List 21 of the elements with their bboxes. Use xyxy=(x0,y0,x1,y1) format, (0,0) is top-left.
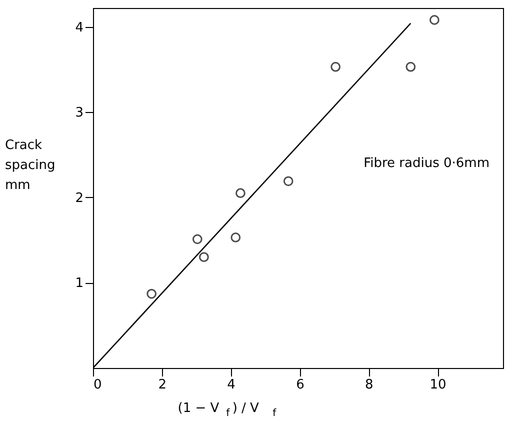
point xyxy=(146,288,157,299)
point xyxy=(230,232,241,242)
y-tick-label: 1 xyxy=(75,276,84,292)
x-tick-label: 0 xyxy=(94,378,102,392)
y-tick-label: 3 xyxy=(75,106,84,121)
x-tick-label: 2 xyxy=(158,378,167,392)
point xyxy=(199,252,209,262)
point xyxy=(236,188,246,198)
x-tick-label: 4 xyxy=(227,378,236,392)
point xyxy=(406,62,416,72)
point xyxy=(283,176,294,186)
x-tick-label: 10 xyxy=(430,378,446,392)
point xyxy=(192,234,202,244)
x-tick-label: 6 xyxy=(296,378,304,392)
y-axis-title: Crack spacing mm xyxy=(5,138,56,193)
x-tick-label: 8 xyxy=(364,378,374,392)
point xyxy=(430,15,440,25)
y-tick-label: 4 xyxy=(75,20,84,36)
y-tick-label: 2 xyxy=(75,190,84,206)
point xyxy=(330,62,340,72)
annotation: Fibre radius 0·6mm xyxy=(364,156,490,171)
